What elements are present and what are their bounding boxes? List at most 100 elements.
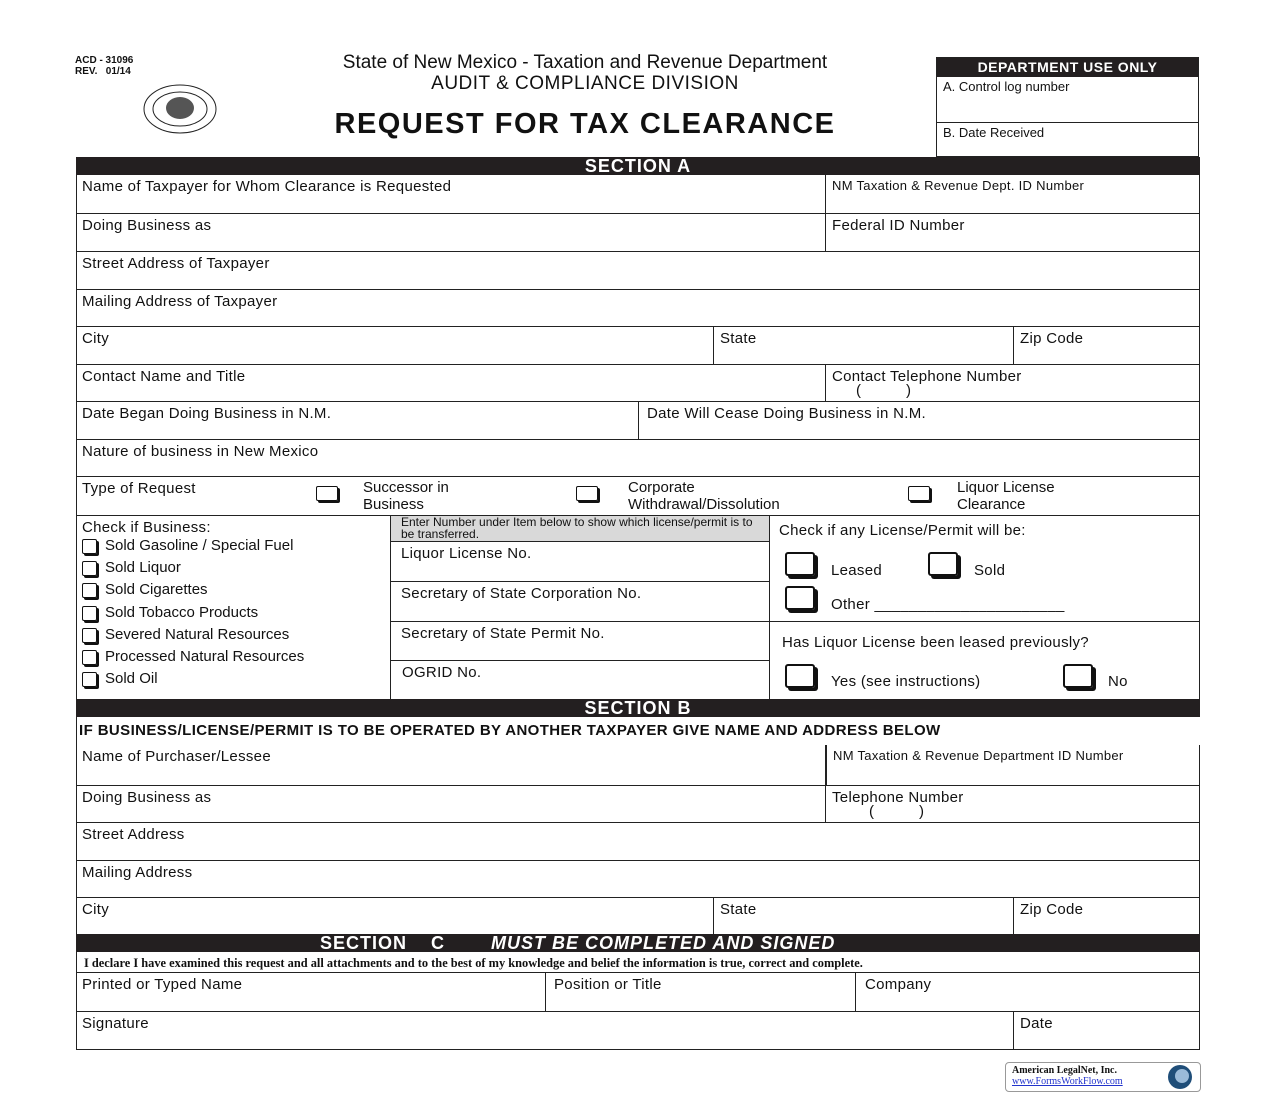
sos-corporation-no-field[interactable]: Secretary of State Corporation No. bbox=[391, 582, 770, 622]
dba-field[interactable]: Doing Business as bbox=[76, 214, 826, 252]
business-option[interactable]: Sold Cigarettes bbox=[82, 581, 208, 598]
purchaser-street-field[interactable]: Street Address bbox=[76, 823, 1200, 861]
form-id: ACD - 31096 REV. 01/14 bbox=[75, 55, 133, 77]
agency-name: State of New Mexico - Taxation and Reven… bbox=[342, 52, 828, 73]
label: Secretary of State Permit No. bbox=[401, 625, 605, 642]
label: Has Liquor License been leased previousl… bbox=[782, 634, 1089, 651]
label: Date bbox=[1020, 1015, 1053, 1032]
vendor-badge[interactable]: American LegalNet, Inc. www.FormsWorkFlo… bbox=[1005, 1062, 1201, 1092]
page-title: REQUEST FOR TAX CLEARANCE bbox=[334, 108, 836, 140]
date-began-field[interactable]: Date Began Doing Business in N.M. bbox=[76, 402, 639, 440]
other-field[interactable]: Other ______________________ bbox=[831, 596, 1065, 613]
label: Zip Code bbox=[1020, 901, 1084, 918]
date-received[interactable]: B. Date Received bbox=[943, 125, 1045, 140]
phone-parens: ( ) bbox=[869, 803, 925, 820]
business-option[interactable]: Severed Natural Resources bbox=[82, 626, 289, 643]
dept-use-title: DEPARTMENT USE ONLY bbox=[937, 58, 1198, 77]
label: City bbox=[82, 330, 110, 347]
state-field[interactable]: State bbox=[714, 327, 1014, 365]
label: Sold bbox=[974, 562, 1006, 579]
business-option[interactable]: Sold Liquor bbox=[82, 559, 181, 576]
checkbox[interactable] bbox=[82, 538, 97, 554]
section-c-header: SECTION C MUST BE COMPLETED AND SIGNED bbox=[76, 934, 1200, 952]
purchaser-name-field[interactable]: Name of Purchaser/Lessee bbox=[76, 745, 826, 786]
contact-phone-field[interactable]: Contact Telephone Number( ) bbox=[826, 365, 1200, 402]
label: Contact Name and Title bbox=[82, 368, 246, 385]
checkbox[interactable] bbox=[82, 560, 97, 576]
section-c-title: SECTION C bbox=[320, 933, 446, 953]
leased-checkbox[interactable] bbox=[785, 552, 815, 576]
label: Leased bbox=[831, 562, 883, 579]
no-checkbox[interactable] bbox=[1063, 664, 1093, 688]
label: Signature bbox=[82, 1015, 149, 1032]
label: Printed or Typed Name bbox=[82, 976, 243, 993]
business-option[interactable]: Sold Gasoline / Special Fuel bbox=[82, 537, 293, 554]
date-cease-field[interactable]: Date Will Cease Doing Business in N.M. bbox=[639, 402, 1200, 440]
label: City bbox=[82, 901, 110, 918]
corporate-withdrawal-checkbox[interactable] bbox=[576, 486, 598, 502]
leased-previously: Has Liquor License been leased previousl… bbox=[770, 622, 1200, 700]
checkbox[interactable] bbox=[82, 649, 97, 665]
purchaser-state-field[interactable]: State bbox=[714, 898, 1014, 935]
checkbox[interactable] bbox=[82, 627, 97, 643]
vendor-link[interactable]: www.FormsWorkFlow.com bbox=[1012, 1076, 1123, 1087]
purchaser-phone-field[interactable]: Telephone Number( ) bbox=[826, 786, 1200, 823]
type-of-request-row: Type of Request Successor in Business Co… bbox=[76, 477, 1200, 516]
division-name: AUDIT & COMPLIANCE DIVISION bbox=[431, 73, 739, 94]
state-seal-icon bbox=[143, 84, 217, 134]
section-b-instruction: IF BUSINESS/LICENSE/PERMIT IS TO BE OPER… bbox=[79, 722, 941, 739]
contact-name-field[interactable]: Contact Name and Title bbox=[76, 365, 826, 402]
liquor-license-no-field[interactable]: Liquor License No. bbox=[391, 542, 770, 582]
checkbox[interactable] bbox=[82, 671, 97, 687]
purchaser-city-field[interactable]: City bbox=[76, 898, 714, 935]
taxpayer-name-field[interactable]: Name of Taxpayer for Whom Clearance is R… bbox=[76, 175, 826, 214]
other-checkbox[interactable] bbox=[785, 586, 815, 610]
company-field[interactable]: Company bbox=[856, 973, 1200, 1012]
nature-of-business-field[interactable]: Nature of business in New Mexico bbox=[76, 440, 1200, 477]
date-field[interactable]: Date bbox=[1014, 1012, 1200, 1050]
label: Check if Business: bbox=[82, 519, 211, 536]
label: Date Began Doing Business in N.M. bbox=[82, 405, 332, 422]
yes-checkbox[interactable] bbox=[785, 664, 815, 688]
label: Doing Business as bbox=[82, 217, 212, 234]
business-option[interactable]: Processed Natural Resources bbox=[82, 648, 304, 665]
label: Yes (see instructions) bbox=[831, 673, 981, 690]
zip-field[interactable]: Zip Code bbox=[1014, 327, 1200, 365]
label: OGRID No. bbox=[402, 664, 482, 681]
checkbox[interactable] bbox=[82, 605, 97, 621]
label: State bbox=[720, 330, 757, 347]
option-label: Sold Cigarettes bbox=[105, 581, 208, 598]
purchaser-mailing-field[interactable]: Mailing Address bbox=[76, 861, 1200, 898]
label: Check if any License/Permit will be: bbox=[779, 522, 1026, 539]
business-option[interactable]: Sold Oil bbox=[82, 670, 158, 687]
label: Street Address of Taxpayer bbox=[82, 255, 270, 272]
control-log-number[interactable]: A. Control log number bbox=[937, 77, 1198, 123]
label: State bbox=[720, 901, 757, 918]
label: Federal ID Number bbox=[832, 217, 965, 234]
label: Company bbox=[865, 976, 932, 993]
position-field[interactable]: Position or Title bbox=[546, 973, 856, 1012]
federal-id-field[interactable]: Federal ID Number bbox=[826, 214, 1200, 252]
sos-permit-no-field[interactable]: Secretary of State Permit No. bbox=[391, 622, 770, 661]
trd-id-field[interactable]: NM Taxation & Revenue Dept. ID Number bbox=[826, 175, 1200, 214]
successor-checkbox[interactable] bbox=[316, 486, 338, 502]
business-option[interactable]: Sold Tobacco Products bbox=[82, 604, 258, 621]
purchaser-dba-field[interactable]: Doing Business as bbox=[76, 786, 826, 823]
printed-name-field[interactable]: Printed or Typed Name bbox=[76, 973, 546, 1012]
label: NM Taxation & Revenue Department ID Numb… bbox=[833, 748, 1124, 763]
note-text: Enter Number under Item below to show wh… bbox=[401, 515, 753, 541]
city-field[interactable]: City bbox=[76, 327, 714, 365]
option-label: Sold Oil bbox=[105, 670, 158, 687]
checkbox[interactable] bbox=[82, 582, 97, 598]
liquor-license-checkbox[interactable] bbox=[908, 486, 930, 502]
sold-checkbox[interactable] bbox=[928, 552, 958, 576]
label: Date Will Cease Doing Business in N.M. bbox=[647, 405, 926, 422]
label: No bbox=[1108, 673, 1128, 690]
signature-field[interactable]: Signature bbox=[76, 1012, 1014, 1050]
purchaser-trd-id-field[interactable]: NM Taxation & Revenue Department ID Numb… bbox=[826, 745, 1200, 786]
street-address-field[interactable]: Street Address of Taxpayer bbox=[76, 252, 1200, 290]
purchaser-zip-field[interactable]: Zip Code bbox=[1014, 898, 1200, 935]
ogrid-no-field[interactable]: OGRID No. bbox=[391, 661, 770, 700]
option-label: Successor in Business bbox=[363, 479, 449, 513]
mailing-address-field[interactable]: Mailing Address of Taxpayer bbox=[76, 290, 1200, 327]
